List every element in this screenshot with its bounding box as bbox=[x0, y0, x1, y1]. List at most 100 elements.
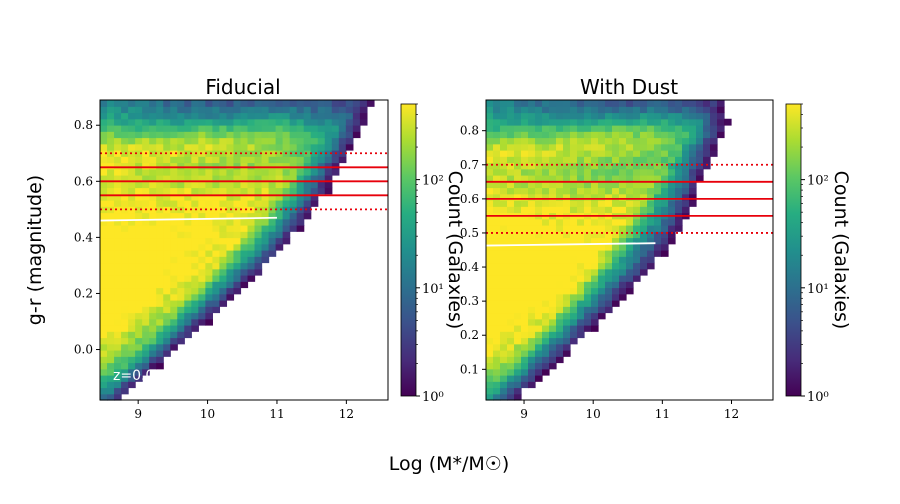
heatmap-cell bbox=[100, 193, 108, 201]
heatmap-cell bbox=[626, 262, 634, 270]
heatmap-cell bbox=[556, 225, 564, 232]
heatmap-cell bbox=[556, 325, 564, 332]
heatmap-cell bbox=[191, 131, 199, 139]
heatmap-cell bbox=[331, 100, 340, 107]
heatmap-cell bbox=[107, 237, 115, 245]
heatmap-cell bbox=[605, 131, 613, 139]
heatmap-cell bbox=[556, 200, 564, 207]
heatmap-cell bbox=[556, 156, 564, 164]
heatmap-cell bbox=[156, 356, 164, 364]
heatmap-cell bbox=[661, 218, 669, 226]
heatmap-cell bbox=[535, 325, 543, 332]
colorbar bbox=[785, 103, 802, 397]
heatmap-cell bbox=[219, 250, 228, 257]
heatmap-cell bbox=[114, 337, 122, 345]
heatmap-cell bbox=[149, 200, 157, 207]
heatmap-cell bbox=[514, 300, 522, 307]
heatmap-cell bbox=[310, 156, 319, 164]
heatmap-cell bbox=[121, 193, 129, 201]
heatmap-cell bbox=[521, 275, 529, 282]
heatmap-cell bbox=[598, 231, 606, 239]
heatmap-cell bbox=[591, 262, 599, 270]
heatmap-cell bbox=[275, 143, 284, 151]
heatmap-cell bbox=[521, 143, 529, 151]
heatmap-cell bbox=[121, 306, 129, 314]
heatmap-cell bbox=[619, 206, 627, 214]
heatmap-cell bbox=[100, 293, 108, 301]
heatmap-cell bbox=[191, 218, 199, 226]
heatmap-cell bbox=[542, 331, 550, 339]
heatmap-cell bbox=[521, 162, 529, 170]
heatmap-cell bbox=[563, 200, 571, 207]
heatmap-cell bbox=[535, 275, 543, 282]
heatmap-cell bbox=[170, 343, 178, 351]
x-tick-label: 11 bbox=[269, 407, 284, 421]
heatmap-cell bbox=[570, 106, 578, 114]
heatmap-cell bbox=[486, 293, 494, 301]
heatmap-cell bbox=[121, 287, 129, 295]
heatmap-cell bbox=[212, 306, 221, 314]
heatmap-cell bbox=[493, 143, 501, 151]
heatmap-cell bbox=[528, 187, 536, 195]
heatmap-cell bbox=[100, 362, 108, 370]
heatmap-cell bbox=[500, 156, 508, 164]
heatmap-cell bbox=[493, 262, 501, 270]
heatmap-cell bbox=[296, 181, 305, 189]
heatmap-cell bbox=[163, 287, 171, 295]
heatmap-cell bbox=[114, 181, 122, 189]
heatmap-cell bbox=[310, 118, 319, 126]
heatmap-cell bbox=[219, 168, 228, 176]
heatmap-cell bbox=[247, 262, 256, 270]
heatmap-cell bbox=[282, 237, 291, 245]
heatmap-cell bbox=[493, 156, 501, 164]
heatmap-cell bbox=[570, 300, 578, 307]
heatmap-cell bbox=[528, 268, 536, 276]
heatmap-cell bbox=[191, 275, 199, 282]
heatmap-cell bbox=[170, 337, 178, 345]
heatmap-cell bbox=[619, 125, 627, 132]
heatmap-cell bbox=[563, 256, 571, 264]
heatmap-cell bbox=[142, 187, 150, 195]
heatmap-cell bbox=[100, 131, 108, 139]
heatmap-cell bbox=[114, 306, 122, 314]
heatmap-cell bbox=[675, 143, 683, 151]
heatmap-cell bbox=[149, 131, 157, 139]
heatmap-cell bbox=[570, 131, 578, 139]
heatmap-cell bbox=[598, 293, 606, 301]
heatmap-cell bbox=[493, 368, 501, 376]
heatmap-cell bbox=[542, 175, 550, 182]
heatmap-cell bbox=[184, 281, 192, 289]
heatmap-cell bbox=[268, 200, 277, 207]
heatmap-cell bbox=[107, 343, 115, 351]
heatmap-cell bbox=[654, 237, 662, 245]
heatmap-cell bbox=[226, 181, 235, 189]
heatmap-cell bbox=[528, 318, 536, 326]
heatmap-cell bbox=[107, 181, 115, 189]
heatmap-cell bbox=[591, 231, 599, 239]
heatmap-cell bbox=[135, 256, 143, 264]
heatmap-cell bbox=[233, 125, 242, 132]
heatmap-cell bbox=[703, 125, 711, 132]
heatmap-cell bbox=[170, 156, 178, 164]
heatmap-cell bbox=[493, 393, 501, 401]
heatmap-cell bbox=[591, 112, 599, 120]
heatmap-cell bbox=[247, 212, 256, 220]
heatmap-cell bbox=[324, 118, 333, 126]
heatmap-cell bbox=[640, 243, 648, 251]
heatmap-cell bbox=[240, 100, 249, 107]
heatmap-cell bbox=[507, 375, 515, 382]
heatmap-cell bbox=[654, 143, 662, 151]
heatmap-cell bbox=[198, 206, 206, 214]
heatmap-cell bbox=[156, 312, 164, 320]
y-ticks: 0.00.20.40.60.8 bbox=[74, 118, 100, 357]
heatmap-cell bbox=[591, 275, 599, 282]
heatmap-cell bbox=[107, 231, 115, 239]
heatmap-cell bbox=[689, 150, 697, 157]
heatmap-cell bbox=[268, 162, 277, 170]
heatmap-cell bbox=[100, 287, 108, 295]
heatmap-cell bbox=[135, 131, 143, 139]
heatmap-cell bbox=[521, 231, 529, 239]
heatmap-cell bbox=[303, 162, 312, 170]
heatmap-cell bbox=[633, 256, 641, 264]
